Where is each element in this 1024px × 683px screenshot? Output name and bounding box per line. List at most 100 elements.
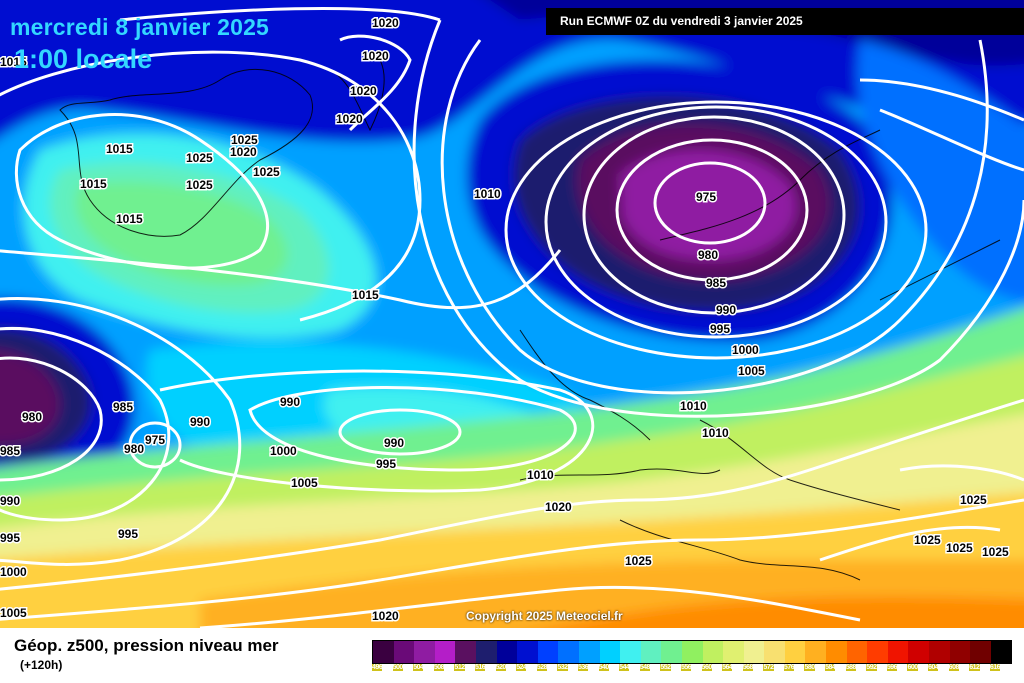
isobar-label: 1025 [914,533,941,547]
scale-label: 500 [392,664,403,671]
isobar-label: 1000 [0,565,27,579]
scale-label: 508 [433,664,445,671]
scale-swatch [805,641,827,663]
scale-swatch [558,641,579,663]
isobar-label: 1020 [230,145,257,159]
scale-swatch [475,641,497,663]
isobar-label: 1025 [186,178,213,192]
scale-swatch [764,641,785,663]
scale-swatch [661,641,682,663]
isobar-label: 985 [706,276,726,290]
scale-label: 520 [495,664,506,671]
scale-label: 576 [783,664,795,671]
isobar-label: 1025 [960,493,987,507]
isobar-label: 1020 [350,84,377,98]
scale-swatch [702,641,724,663]
scale-label: 552 [660,664,671,671]
isobar-label: 980 [124,442,144,456]
isobar-label: 1010 [527,468,554,482]
isobar-label: 1025 [186,151,213,165]
scale-label: 504 [413,664,424,671]
scale-swatch [455,641,476,663]
scale-label: 612 [969,664,980,671]
scale-label: 560 [701,664,712,671]
isobar-label: 1005 [0,606,27,620]
scale-label: 600 [907,664,918,671]
isobar-label: 975 [145,433,165,447]
scale-label: 592 [866,664,877,671]
color-scale [372,640,1013,664]
isobar-label: 995 [118,527,138,541]
color-scale-labels: 496 500 504 508 512 516 520 524 528 532 536 540 544 5… [372,664,1010,671]
legend-subtitle: (+120h) [20,658,63,672]
isobar-label: 1025 [946,541,973,555]
isobar-label: 980 [698,248,718,262]
scale-label: 540 [598,664,609,671]
scale-label: 536 [577,664,589,671]
copyright-text: Copyright 2025 Meteociel.fr [466,609,623,623]
isobar-label: 975 [696,190,716,204]
scale-swatch [826,641,847,663]
scale-swatch [599,641,621,663]
scale-label: 596 [886,664,898,671]
scale-swatch [578,641,600,663]
isobar-label: 1015 [106,142,133,156]
isobar-label: 985 [113,400,133,414]
scale-swatch [970,641,991,663]
isobar-label: 1025 [625,554,652,568]
scale-label: 544 [619,664,630,671]
scale-label: 532 [557,664,568,671]
isobar-label: 1010 [474,187,501,201]
scale-swatch [537,641,559,663]
scale-label: 564 [722,664,733,671]
isobar-label: 1005 [738,364,765,378]
scale-swatch [846,641,868,663]
forecast-time: 1:00 locale [14,44,153,74]
isobar-label: 1015 [352,288,379,302]
isobar-label: 1020 [372,609,399,623]
isobar-label: 990 [384,436,404,450]
scale-label: 496 [372,664,383,671]
isobar-label: 1025 [982,545,1009,559]
scale-swatch [908,641,930,663]
forecast-date: mercredi 8 janvier 2025 [10,14,270,40]
scale-label: 580 [804,664,815,671]
scale-swatch [949,641,971,663]
legend-title: Géop. z500, pression niveau mer [14,636,279,655]
legend-bar: Géop. z500, pression niveau mer (+120h) … [0,628,1024,683]
isobar-label: 1020 [545,500,572,514]
isobar-label: 980 [22,410,42,424]
isobar-label: 1020 [336,112,363,126]
isobars [0,6,1024,628]
scale-label: 556 [680,664,692,671]
isobar-label: 1015 [116,212,143,226]
scale-label: 512 [454,664,465,671]
isobar-label: 1005 [291,476,318,490]
isobar-label: 990 [280,395,300,409]
isobar-label: 1000 [732,343,759,357]
scale-swatch [414,641,435,663]
scale-swatch [867,641,888,663]
isobar-label: 1015 [0,55,27,69]
scale-label: 516 [474,664,486,671]
scale-label: 528 [536,664,548,671]
scale-swatch [640,641,662,663]
scale-swatch [681,641,703,663]
scale-label: 548 [639,664,651,671]
scale-swatch [434,641,456,663]
scale-swatch [373,641,394,663]
isobar-label: 985 [0,444,20,458]
isobar-label: 1025 [253,165,280,179]
isobar-label: 1025 [231,133,258,147]
isobar-label: 1020 [362,49,389,63]
isobar-label: 990 [0,494,20,508]
scale-label: 588 [845,664,856,671]
scale-swatch [393,641,415,663]
isobar-label: 1010 [702,426,729,440]
scale-swatch [496,641,518,663]
weather-map: 1015 1020 1020 1020 1020 1015 1025 1020 1025 1025… [0,0,1024,628]
run-banner: Run ECMWF 0Z du vendredi 3 janvier 2025 [546,8,1024,35]
isobar-label: 1000 [270,444,297,458]
